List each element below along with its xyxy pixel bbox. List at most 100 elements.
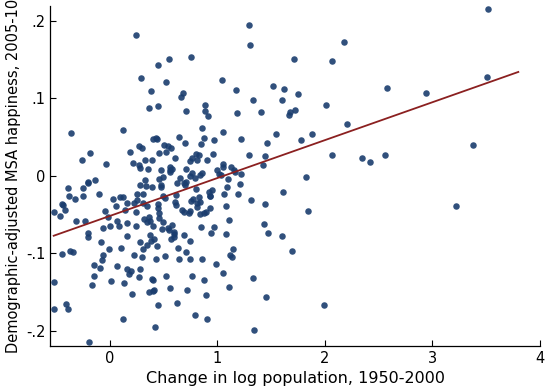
Point (122, 200, 131, 206)
Point (483, 6, 492, 13)
Point (163, 143, 172, 149)
Point (217, 172, 226, 179)
Point (114, 223, 123, 229)
Point (218, 161, 227, 167)
Point (171, 155, 180, 162)
Point (98, 252, 107, 258)
Point (160, 142, 168, 149)
Point (162, 79, 170, 85)
Point (188, 273, 196, 279)
Point (307, 131, 316, 138)
Point (119, 127, 128, 133)
Point (62, 301, 71, 307)
Point (143, 242, 152, 248)
Point (66, 130, 75, 136)
Point (142, 203, 151, 209)
Point (280, 85, 289, 92)
Point (150, 236, 159, 242)
Point (197, 256, 206, 262)
Point (129, 200, 138, 206)
Point (145, 104, 154, 111)
Point (322, 102, 331, 108)
Point (79, 193, 88, 199)
Point (219, 163, 228, 170)
Point (197, 224, 206, 230)
Point (123, 220, 131, 227)
Point (65, 248, 74, 254)
Point (101, 208, 109, 214)
Point (180, 180, 189, 187)
Point (236, 136, 245, 142)
Point (120, 207, 129, 213)
Point (174, 256, 183, 262)
Point (228, 254, 237, 260)
Point (69, 249, 78, 255)
Point (262, 140, 271, 146)
Point (168, 166, 177, 172)
Point (112, 203, 120, 209)
Point (221, 203, 230, 209)
Point (166, 285, 174, 291)
Point (118, 316, 127, 323)
Point (278, 96, 287, 103)
Point (223, 176, 232, 182)
Point (83, 234, 92, 240)
Point (225, 217, 234, 223)
Point (106, 278, 115, 284)
Point (175, 175, 184, 181)
Point (170, 234, 179, 240)
Point (183, 287, 192, 293)
Point (153, 62, 162, 68)
Point (202, 292, 211, 298)
Point (296, 137, 305, 143)
Point (219, 129, 228, 135)
Point (116, 194, 125, 200)
Point (97, 239, 106, 245)
Point (204, 113, 212, 119)
Point (172, 201, 180, 208)
Point (72, 218, 81, 224)
Point (189, 196, 197, 202)
X-axis label: Change in log population, 1950-2000: Change in log population, 1950-2000 (146, 372, 444, 387)
Point (196, 198, 205, 205)
Point (167, 236, 175, 242)
Point (186, 53, 195, 60)
Point (210, 137, 218, 143)
Point (135, 162, 144, 168)
Point (123, 266, 132, 272)
Point (230, 167, 239, 174)
Point (148, 277, 157, 283)
Point (152, 136, 161, 142)
Point (135, 266, 144, 272)
Point (166, 145, 175, 151)
Point (154, 201, 163, 207)
Point (180, 140, 189, 146)
Point (161, 273, 170, 279)
Point (207, 230, 216, 236)
Point (148, 288, 157, 294)
Point (125, 149, 134, 155)
Point (170, 230, 179, 237)
Point (155, 176, 163, 182)
Point (145, 218, 154, 224)
Point (55, 213, 64, 219)
Point (160, 253, 169, 260)
Point (483, 74, 492, 80)
Point (179, 90, 188, 96)
Point (106, 223, 114, 229)
Point (342, 121, 351, 127)
Point (164, 225, 173, 232)
Point (286, 109, 295, 115)
Point (226, 252, 234, 258)
Point (58, 202, 67, 208)
Point (223, 184, 232, 191)
Point (261, 201, 270, 207)
Point (157, 226, 166, 232)
Point (155, 150, 163, 156)
Point (78, 157, 86, 163)
Point (208, 187, 217, 193)
Point (138, 200, 147, 207)
Point (64, 306, 73, 312)
Point (214, 171, 223, 177)
Point (196, 211, 205, 217)
